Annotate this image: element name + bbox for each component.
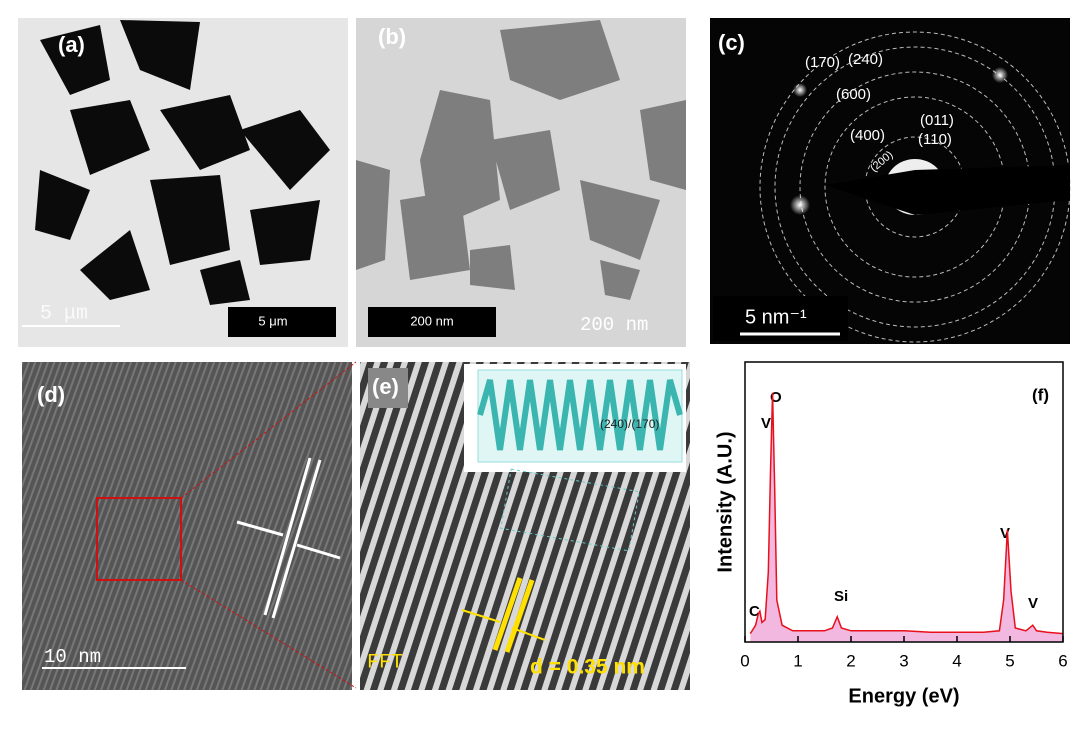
y-axis-label: Intensity (A.U.)	[714, 431, 736, 572]
ring-label: (400)	[850, 127, 885, 144]
x-tick-label: 5	[1005, 651, 1014, 670]
scale-ghost: 200 nm	[580, 314, 648, 336]
panel-a: (a) 5 μm 5 μm	[18, 18, 348, 347]
scale-text: 5 μm	[258, 313, 287, 328]
x-tick-label: 3	[899, 651, 908, 670]
spectrum-area	[750, 392, 1063, 642]
scale-box	[368, 307, 496, 337]
x-tick-label: 2	[846, 651, 855, 670]
scale-text: 200 nm	[410, 313, 453, 328]
panel-label: (f)	[1032, 385, 1049, 404]
ring-label: (110)	[918, 131, 952, 148]
peak-labels: O V Si C V V	[749, 389, 1038, 620]
ring-label: (600)	[836, 86, 871, 103]
panel-c: (c) (170) (240) (600) (400) (011) (110) …	[710, 18, 1071, 344]
panel-d: (d) 10 nm	[22, 361, 357, 690]
peak-label: V	[761, 415, 771, 432]
peak-label: Si	[834, 588, 848, 605]
panel-label: (e)	[372, 374, 399, 399]
scale-ghost: 5 μm	[40, 302, 88, 325]
panel-e: (240)/(170) (e) FFT d = 0.35 nm	[360, 362, 690, 690]
peak-label: V	[1000, 525, 1010, 542]
ring-label: (240)	[848, 51, 883, 68]
plot-frame	[744, 361, 1064, 643]
panel-label: (c)	[718, 30, 745, 55]
ring-label: (170)	[805, 54, 840, 71]
ring-labels: (170) (240) (600) (400) (011) (110) (200…	[805, 51, 954, 175]
x-tick-label: 0	[740, 651, 749, 670]
panel-label: (d)	[37, 382, 65, 407]
peak-label: V	[1028, 595, 1038, 612]
scale-text: 5 nm⁻¹	[745, 306, 807, 328]
scale-text: 10 nm	[44, 646, 101, 668]
x-tick-label: 1	[793, 651, 802, 670]
eds-chart: (f) Intensity (A.U.) Energy (eV) O V Si …	[714, 361, 1068, 707]
scale-box	[228, 307, 336, 337]
fft-label: FFT	[367, 651, 403, 674]
inset-label: (240)/(170)	[600, 417, 659, 431]
spectrum-line	[749, 392, 1064, 635]
x-tick-label: 4	[952, 651, 961, 670]
ring-label: (011)	[920, 112, 954, 129]
panel-b: (b) 200 nm 200 nm	[356, 18, 686, 347]
x-tick-label: 6	[1058, 651, 1067, 670]
spacing-label: d = 0.35 nm	[530, 656, 645, 679]
panel-label: (a)	[58, 32, 85, 57]
x-axis-label: Energy (eV)	[848, 685, 959, 707]
peak-label: C	[749, 603, 760, 620]
panel-label: (b)	[378, 24, 406, 49]
